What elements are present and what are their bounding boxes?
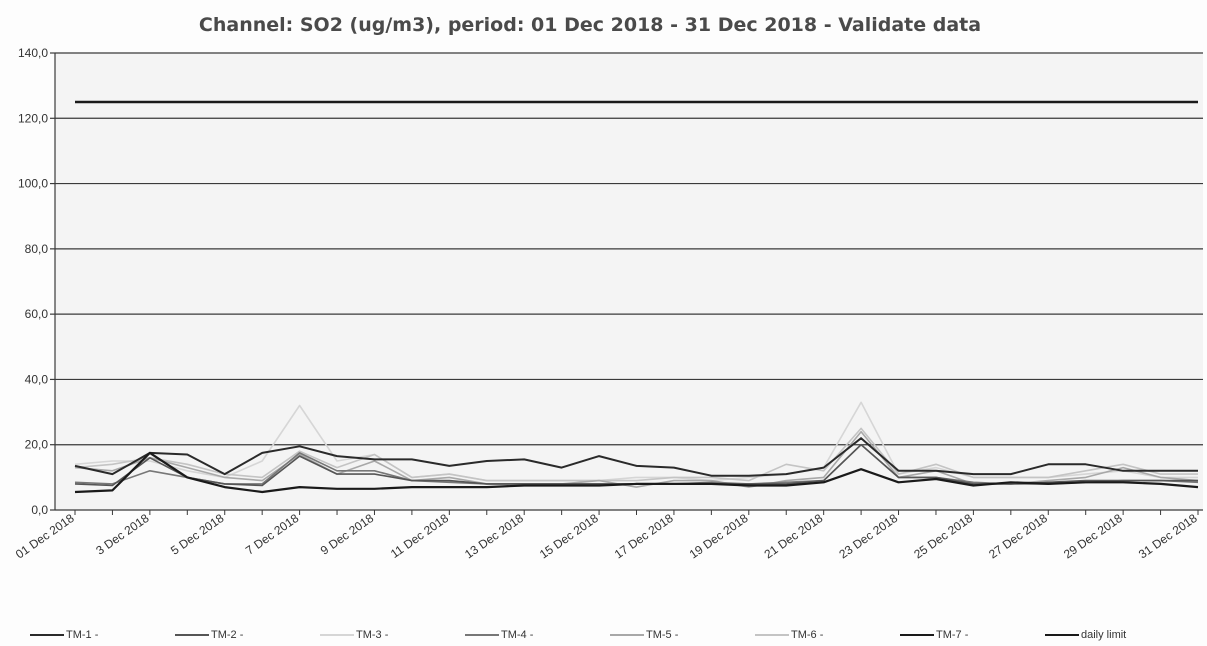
x-tick-label: 01 Dec 2018 <box>13 511 77 562</box>
x-tick-label: 5 Dec 2018 <box>168 511 227 558</box>
legend-swatch <box>175 634 209 636</box>
y-tick-label: 100,0 <box>18 177 48 191</box>
x-tick-label: 9 Dec 2018 <box>318 511 377 558</box>
legend-item: TM-7 - <box>900 626 1045 644</box>
plot-background <box>55 53 1203 510</box>
legend-swatch <box>1045 634 1079 636</box>
x-tick-label: 25 Dec 2018 <box>911 511 975 562</box>
legend-swatch <box>610 634 644 636</box>
x-tick-label: 15 Dec 2018 <box>537 511 601 562</box>
legend-label: TM-4 - <box>501 629 534 641</box>
series-line-tm-1 <box>74 437 1198 477</box>
legend-item: TM-1 - <box>30 626 175 644</box>
x-tick-label: 3 Dec 2018 <box>93 511 152 558</box>
legend-item: TM-6 - <box>755 626 900 644</box>
y-axis: 0,0 20,0 40,0 60,0 80,0 100,0 120,0 140,0 <box>18 46 56 517</box>
legend-item: daily limit <box>1045 626 1190 644</box>
x-tick-label: 17 Dec 2018 <box>612 511 676 562</box>
x-tick-label: 31 Dec 2018 <box>1136 511 1200 562</box>
y-tick-label: 40,0 <box>25 372 49 386</box>
legend-item: TM-4 - <box>465 626 610 644</box>
y-tick-label: 60,0 <box>25 307 49 321</box>
series-line-tm-6 <box>74 427 1198 482</box>
y-tick-label: 0,0 <box>31 503 48 517</box>
x-tick-label: 7 Dec 2018 <box>243 511 302 558</box>
y-tick-label: 120,0 <box>18 111 48 125</box>
y-tick-label: 80,0 <box>25 242 49 256</box>
legend-label: daily limit <box>1081 629 1127 641</box>
legend-label: TM-5 - <box>646 629 679 641</box>
legend-label: TM-2 - <box>211 629 244 641</box>
legend-item: TM-3 - <box>320 626 465 644</box>
legend-swatch <box>465 634 499 636</box>
x-tick-label: 13 Dec 2018 <box>462 511 526 562</box>
x-tick-label: 11 Dec 2018 <box>388 511 451 561</box>
series-lines <box>74 100 1199 494</box>
x-tick-label: 29 Dec 2018 <box>1061 511 1125 562</box>
y-tick-label: 20,0 <box>25 438 49 452</box>
legend-label: TM-6 - <box>791 629 824 641</box>
legend-swatch <box>320 634 354 636</box>
x-tick-label: 21 Dec 2018 <box>762 511 826 562</box>
legend-item: TM-2 - <box>175 626 320 644</box>
legend-label: TM-7 - <box>936 629 969 641</box>
legend-swatch <box>900 634 934 636</box>
x-tick-label: 23 Dec 2018 <box>836 511 900 562</box>
legend-label: TM-1 - <box>66 629 99 641</box>
series-line-tm-7 <box>74 451 1199 494</box>
gridlines <box>55 52 1203 511</box>
legend-swatch <box>30 634 64 636</box>
legend-swatch <box>755 634 789 636</box>
x-tick-label: 27 Dec 2018 <box>986 511 1050 562</box>
chart-title: Channel: SO2 (ug/m3), period: 01 Dec 201… <box>198 14 982 36</box>
legend-label: TM-3 - <box>356 629 389 641</box>
y-tick-label: 140,0 <box>18 46 48 60</box>
legend: TM-1 - TM-2 - TM-3 - TM-4 - TM-5 - TM-6 - TM-7… <box>30 626 1200 644</box>
x-axis: 01 Dec 2018 3 Dec 2018 5 Dec 2018 7 Dec 201… <box>13 510 1200 561</box>
legend-item: TM-5 - <box>610 626 755 644</box>
x-tick-label: 19 Dec 2018 <box>687 511 751 562</box>
plot-area: 0,0 20,0 40,0 60,0 80,0 100,0 120,0 140,0 01 De… <box>13 46 1203 561</box>
